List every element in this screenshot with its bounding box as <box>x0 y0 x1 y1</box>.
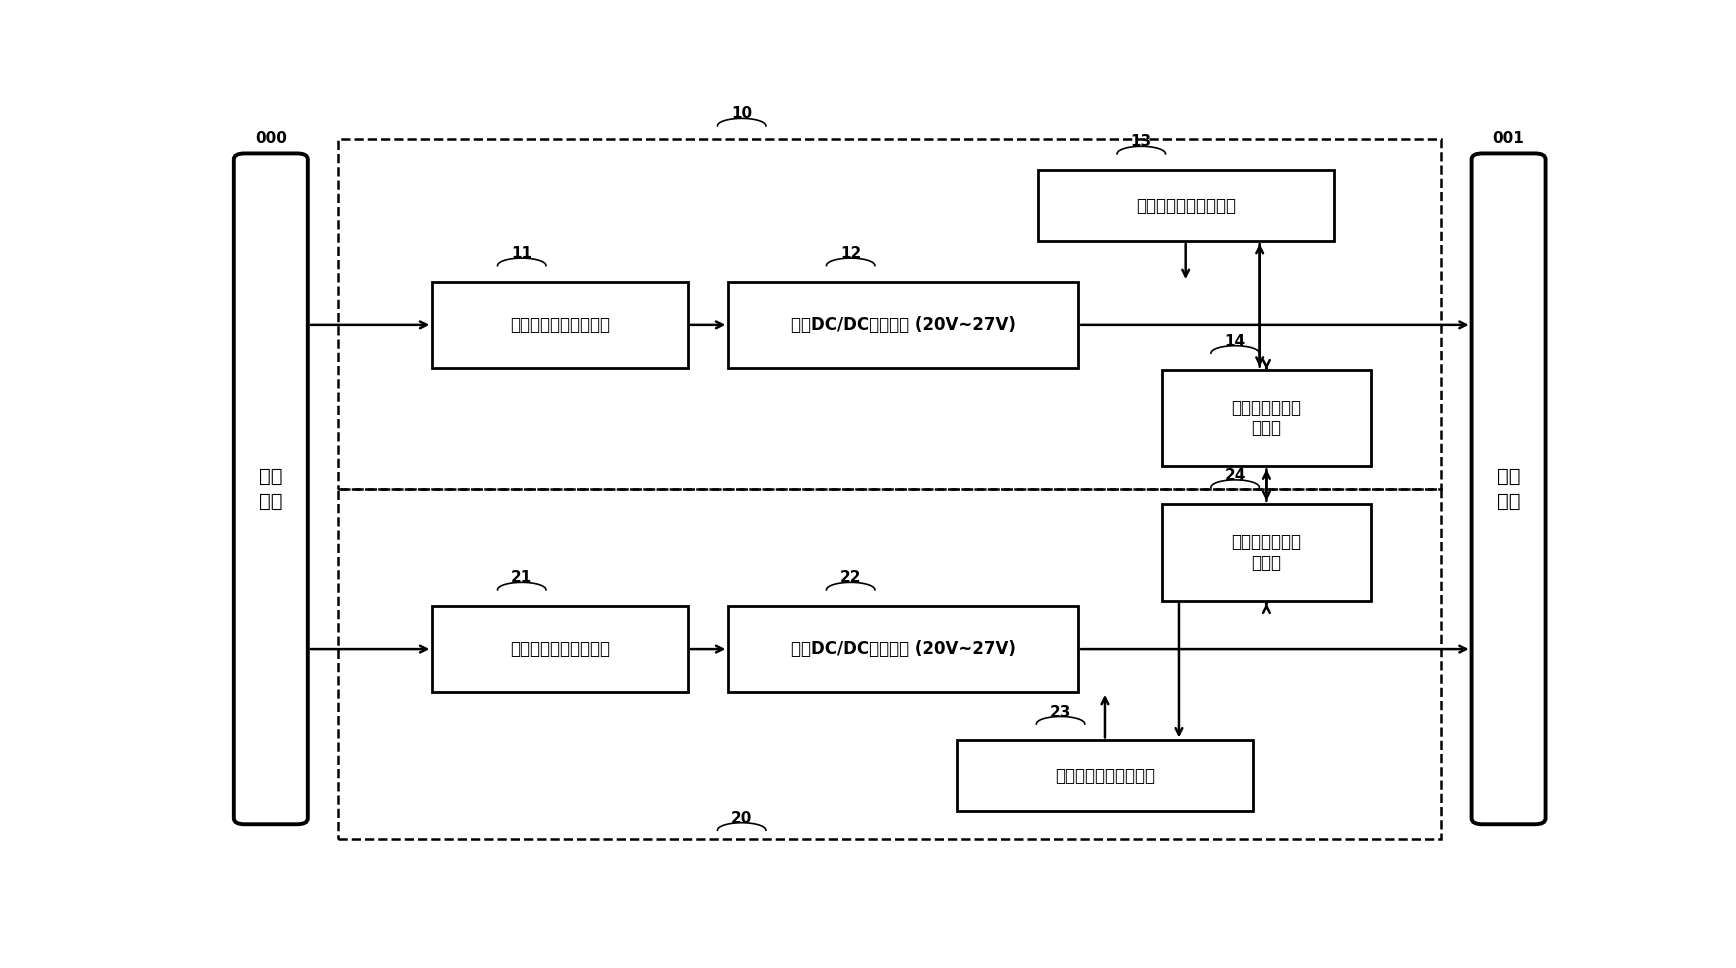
Text: 24: 24 <box>1224 468 1246 483</box>
Text: 13: 13 <box>1130 135 1153 149</box>
Text: 23: 23 <box>1050 705 1071 719</box>
Bar <box>432 282 687 368</box>
Text: 第一DC/DC升压电路 (20V~27V): 第一DC/DC升压电路 (20V~27V) <box>790 316 1016 334</box>
Text: 第一过流过压保护电路: 第一过流过压保护电路 <box>1135 197 1236 215</box>
Text: 21: 21 <box>510 570 533 586</box>
Bar <box>339 489 1441 839</box>
Text: 10: 10 <box>731 106 752 121</box>
Text: 22: 22 <box>840 570 861 586</box>
Text: 20: 20 <box>731 811 752 826</box>
Bar <box>729 282 1078 368</box>
FancyBboxPatch shape <box>234 153 307 825</box>
Bar <box>1038 170 1333 241</box>
FancyBboxPatch shape <box>1472 153 1545 825</box>
Bar <box>729 606 1078 692</box>
Text: 12: 12 <box>840 246 861 261</box>
Text: 第二过流过压保护电路: 第二过流过压保护电路 <box>1055 767 1154 785</box>
Bar <box>957 741 1253 811</box>
Text: 第二输入电流监测电路: 第二输入电流监测电路 <box>510 640 609 658</box>
Text: 001: 001 <box>1493 131 1524 146</box>
Text: 第二输出电流监
测电路: 第二输出电流监 测电路 <box>1231 532 1302 571</box>
Text: 第二DC/DC升压电路 (20V~27V): 第二DC/DC升压电路 (20V~27V) <box>790 640 1016 658</box>
Text: 000: 000 <box>255 131 286 146</box>
Text: 第一输入电流监测电路: 第一输入电流监测电路 <box>510 316 609 334</box>
Text: 输入
接口: 输入 接口 <box>259 467 283 511</box>
Bar <box>339 138 1441 489</box>
Text: 第一输出电流监
测电路: 第一输出电流监 测电路 <box>1231 399 1302 438</box>
Bar <box>1161 370 1371 467</box>
Bar <box>432 606 687 692</box>
Text: 输出
接口: 输出 接口 <box>1496 467 1521 511</box>
Text: 11: 11 <box>510 246 533 261</box>
Text: 14: 14 <box>1224 334 1246 348</box>
Bar <box>1161 503 1371 600</box>
